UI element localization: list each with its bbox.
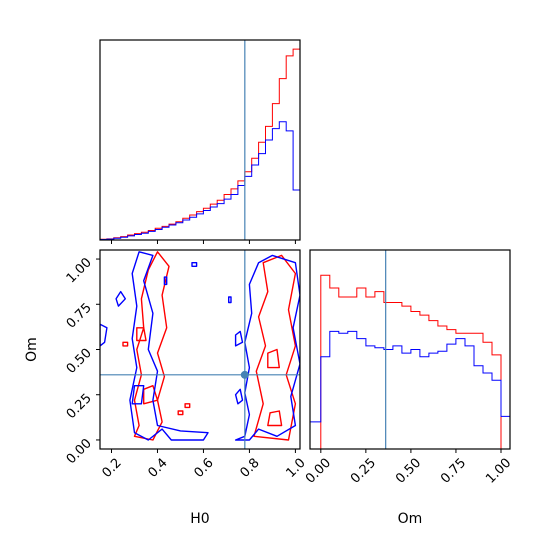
contour-line-red (267, 410, 283, 427)
h0-histogram-panel (99, 39, 301, 244)
contour-line-red (253, 254, 297, 441)
contour-line-blue (163, 276, 168, 286)
om-hist-xtick-label: 0.00 (303, 456, 334, 487)
om-hist-xtick-label: 1.00 (483, 456, 514, 487)
h0-om-contour-panel: 0.2 0.4 0.6 0.8 1.0 0.000.250.500.751.00 H0 … (24, 249, 309, 527)
om-histogram-panel: 0.00 0.25 0.50 0.75 1.00 Om (303, 249, 514, 527)
om-histogram-step-red (310, 274, 510, 450)
contour-xtick-label: 0.6 (191, 456, 216, 481)
contour-line-blue (131, 385, 145, 405)
contour-ytick-label: 1.00 (64, 255, 95, 286)
h0-histogram-ticks (110, 240, 296, 244)
x-axis-label-om: Om (398, 511, 423, 527)
om-hist-xtick-label: 0.50 (393, 456, 424, 487)
contour-line-red (122, 341, 129, 347)
contour-ytick-label: 0.25 (64, 391, 95, 422)
contour-line-red (267, 348, 280, 369)
contour-line-red (136, 327, 147, 342)
contour-xtick-label: 0.8 (237, 456, 262, 481)
contour-line-blue (115, 290, 126, 307)
contour-x-ticks: 0.2 0.4 0.6 0.8 1.0 (100, 449, 309, 481)
om-histogram-frame (309, 249, 511, 450)
contour-y-ticks: 0.00 0.25 0.50 0.75 1.00 (64, 255, 100, 467)
contour-xtick-label: 0.2 (100, 456, 125, 481)
contour-line-blue (191, 262, 198, 267)
h0-histogram-step-red (99, 48, 301, 240)
contour-line-blue (100, 323, 108, 347)
contour-line-blue (234, 388, 244, 405)
om-histogram-x-ticks: 0.00 0.25 0.50 0.75 1.00 (303, 449, 514, 487)
om-hist-xtick-label: 0.25 (348, 456, 379, 487)
contour-frame (99, 249, 301, 450)
contour-line-blue (234, 254, 300, 441)
contour-line-red (133, 251, 170, 441)
contour-line-blue (228, 296, 232, 304)
contour-marks (100, 251, 300, 441)
h0-histogram-step-blue (99, 121, 301, 240)
contour-ytick-label: 0.75 (64, 300, 95, 331)
truth-point (240, 370, 249, 379)
h0-histogram-marks (99, 48, 301, 240)
om-histogram-step-blue (309, 330, 511, 449)
contour-line-red (177, 410, 184, 416)
om-hist-xtick-label: 0.75 (438, 456, 469, 487)
om-histogram-marks (309, 274, 511, 450)
contour-xtick-label: 0.4 (145, 456, 170, 481)
y-axis-label-om: Om (24, 337, 40, 362)
contour-line-red (184, 403, 191, 409)
contour-line-blue (129, 251, 209, 441)
contour-line-blue (234, 330, 244, 347)
contour-ytick-label: 0.00 (64, 436, 95, 467)
x-axis-label-h0: H0 (190, 511, 209, 527)
h0-histogram-frame (99, 39, 301, 241)
contour-ytick-label: 0.50 (64, 346, 95, 377)
